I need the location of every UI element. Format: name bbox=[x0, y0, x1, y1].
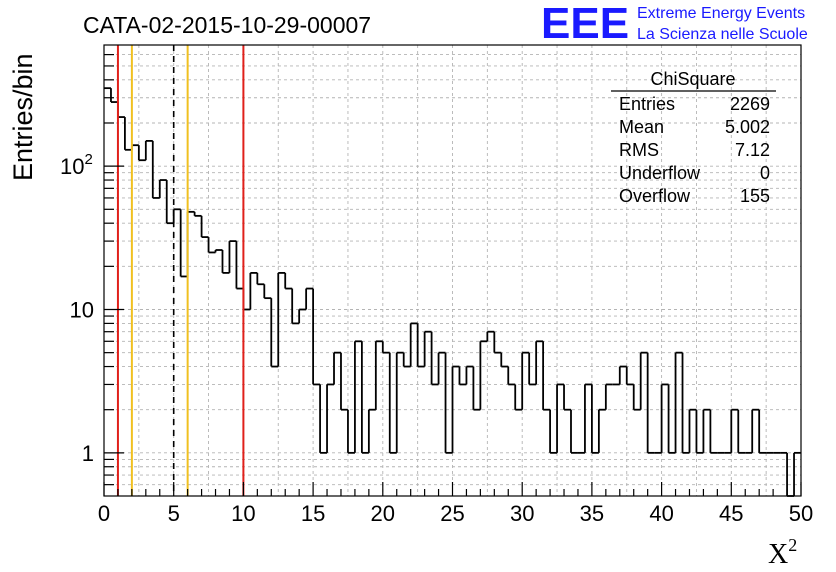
reference-lines bbox=[116, 45, 245, 496]
x-axis-label-sup: 2 bbox=[788, 535, 797, 555]
stats-row-label: Mean bbox=[619, 117, 664, 137]
x-tick-label: 25 bbox=[440, 501, 464, 526]
y-tick-label: 10 bbox=[70, 297, 94, 322]
x-tick-label: 45 bbox=[719, 501, 743, 526]
stats-row-value: 5.002 bbox=[725, 117, 770, 137]
x-tick-label: 35 bbox=[580, 501, 604, 526]
y-tick-labels: 1 10 102 bbox=[60, 151, 94, 466]
x-tick-label: 50 bbox=[789, 501, 813, 526]
stats-box: ChiSquare Entries 2269 Mean 5.002 RMS 7.12 Und… bbox=[611, 69, 776, 206]
x-axis-label: X2 bbox=[768, 535, 797, 570]
stats-row-label: Overflow bbox=[619, 186, 691, 206]
stats-row-value: 155 bbox=[740, 186, 770, 206]
logo-line-1: Extreme Energy Events bbox=[637, 5, 805, 22]
stats-row-value: 7.12 bbox=[735, 140, 770, 160]
x-axis-label-main: X bbox=[768, 539, 788, 570]
stats-row-label: Entries bbox=[619, 94, 675, 114]
y-tick-label: 102 bbox=[60, 151, 93, 179]
x-tick-labels: 0 5 10 15 20 25 30 35 40 45 50 bbox=[98, 501, 813, 526]
stats-row-label: Underflow bbox=[619, 163, 701, 183]
logo-line-2: La Scienza nelle Scuole bbox=[637, 26, 808, 43]
axis-ticks bbox=[103, 53, 802, 496]
chart-title: CATA-02-2015-10-29-00007 bbox=[83, 12, 371, 38]
stats-row-label: RMS bbox=[619, 140, 659, 160]
x-tick-label: 15 bbox=[301, 501, 325, 526]
x-tick-label: 5 bbox=[168, 501, 180, 526]
x-tick-label: 20 bbox=[371, 501, 395, 526]
stats-row-value: 2269 bbox=[730, 94, 770, 114]
histogram bbox=[104, 87, 801, 497]
x-tick-label: 10 bbox=[231, 501, 255, 526]
x-tick-label: 40 bbox=[649, 501, 673, 526]
x-tick-label: 0 bbox=[98, 501, 110, 526]
y-tick-label: 1 bbox=[82, 441, 94, 466]
x-tick-label: 30 bbox=[510, 501, 534, 526]
logo: EEE Extreme Energy Events La Scienza nel… bbox=[541, 0, 808, 48]
logo-mark: EEE bbox=[541, 0, 629, 48]
stats-row-value: 0 bbox=[760, 163, 770, 183]
y-axis-label: Entries/bin bbox=[8, 53, 38, 181]
stats-title: ChiSquare bbox=[650, 69, 735, 89]
